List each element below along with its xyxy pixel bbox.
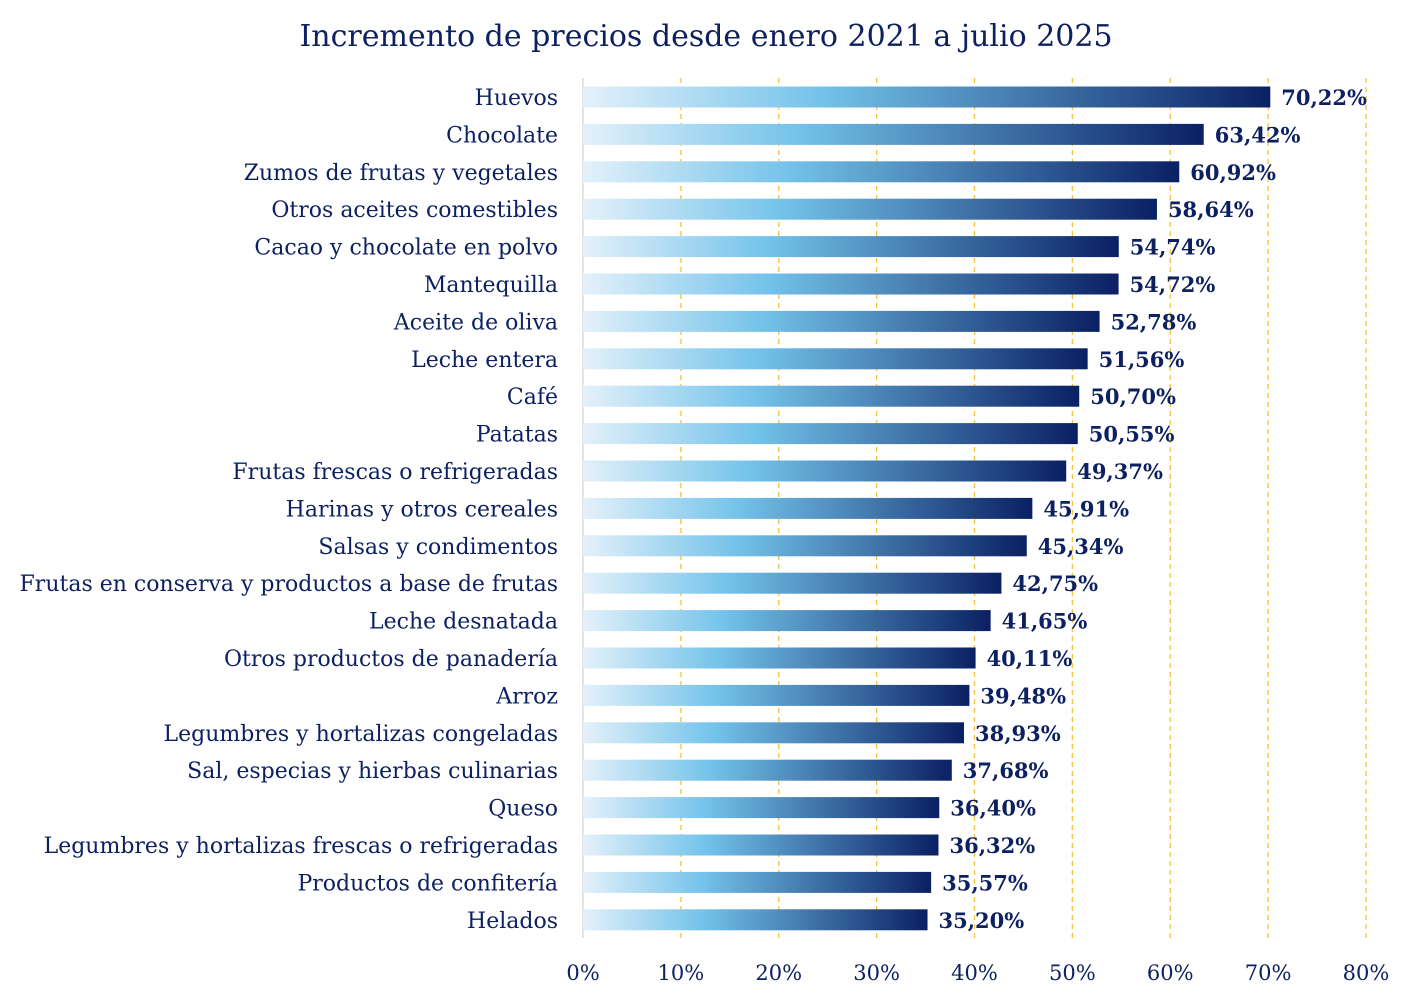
x-tick-label: 30% bbox=[853, 961, 900, 985]
data-label: 41,65% bbox=[1002, 609, 1088, 634]
category-label: Helados bbox=[467, 909, 558, 934]
data-label: 36,32% bbox=[949, 833, 1035, 858]
x-tick-label: 50% bbox=[1049, 961, 1096, 985]
bar bbox=[583, 871, 932, 893]
data-label: 54,72% bbox=[1130, 272, 1216, 297]
category-label: Sal, especias y hierbas culinarias bbox=[187, 759, 558, 784]
category-label: Otros productos de panadería bbox=[224, 647, 558, 672]
data-label: 63,42% bbox=[1215, 122, 1301, 147]
category-label: Harinas y otros cereales bbox=[286, 497, 558, 522]
category-label: Huevos bbox=[475, 86, 558, 111]
data-labels: 70,22% 63,42% 60,92% 58,64% 54,74% 54,72% 52,7… bbox=[939, 85, 1368, 933]
x-tick-label: 20% bbox=[755, 961, 802, 985]
bar bbox=[583, 909, 928, 931]
bar bbox=[583, 423, 1078, 445]
data-label: 54,74% bbox=[1130, 235, 1216, 260]
data-label: 58,64% bbox=[1168, 197, 1254, 222]
data-label: 45,34% bbox=[1038, 534, 1124, 559]
bar bbox=[583, 236, 1119, 258]
category-label: Legumbres y hortalizas frescas o refrige… bbox=[44, 834, 558, 859]
bar bbox=[583, 759, 952, 781]
bar bbox=[583, 161, 1180, 183]
data-label: 42,75% bbox=[1012, 571, 1098, 596]
bar bbox=[583, 722, 965, 744]
category-label: Zumos de frutas y vegetales bbox=[244, 161, 558, 186]
data-label: 35,20% bbox=[939, 908, 1025, 933]
category-label: Arroz bbox=[495, 684, 558, 709]
bar bbox=[583, 310, 1100, 332]
category-label: Legumbres y hortalizas congeladas bbox=[164, 722, 559, 747]
category-label: Leche entera bbox=[411, 348, 558, 373]
category-label: Leche desnatada bbox=[369, 610, 558, 635]
bar bbox=[583, 834, 939, 856]
x-tick-label: 70% bbox=[1245, 961, 1292, 985]
x-tick-label: 60% bbox=[1147, 961, 1194, 985]
category-label: Mantequilla bbox=[424, 273, 558, 298]
category-label: Frutas en conserva y productos a base de… bbox=[20, 572, 558, 597]
chart-title: Incremento de precios desde enero 2021 a… bbox=[299, 19, 1112, 54]
bar bbox=[583, 198, 1157, 220]
bars bbox=[583, 86, 1271, 931]
bar bbox=[583, 797, 940, 819]
x-tick-label: 10% bbox=[658, 961, 705, 985]
category-label: Queso bbox=[488, 797, 558, 822]
bar bbox=[583, 497, 1033, 519]
bar bbox=[583, 348, 1088, 370]
category-label: Patatas bbox=[476, 423, 558, 448]
x-tick-label: 80% bbox=[1343, 961, 1390, 985]
category-label: Otros aceites comestibles bbox=[271, 198, 558, 223]
data-label: 50,55% bbox=[1089, 422, 1175, 447]
data-label: 60,92% bbox=[1190, 160, 1276, 185]
bar bbox=[583, 535, 1027, 557]
x-tick-label: 0% bbox=[566, 961, 599, 985]
category-label: Café bbox=[507, 385, 558, 410]
data-label: 35,57% bbox=[942, 870, 1028, 895]
category-label: Chocolate bbox=[446, 123, 558, 148]
data-label: 38,93% bbox=[975, 721, 1061, 746]
bar bbox=[583, 460, 1067, 482]
category-label: Salsas y condimentos bbox=[318, 535, 558, 560]
bar bbox=[583, 385, 1080, 407]
bar bbox=[583, 123, 1204, 145]
bar bbox=[583, 610, 991, 632]
data-label: 52,78% bbox=[1111, 309, 1197, 334]
data-label: 45,91% bbox=[1043, 496, 1129, 521]
data-label: 39,48% bbox=[980, 683, 1066, 708]
bar bbox=[583, 572, 1002, 594]
category-labels: Huevos Chocolate Zumos de frutas y vegetal… bbox=[20, 86, 558, 934]
data-label: 40,11% bbox=[987, 646, 1073, 671]
data-label: 50,70% bbox=[1090, 384, 1176, 409]
data-label: 51,56% bbox=[1099, 347, 1185, 372]
data-label: 37,68% bbox=[963, 758, 1049, 783]
data-label: 70,22% bbox=[1281, 85, 1367, 110]
data-label: 36,40% bbox=[950, 796, 1036, 821]
category-label: Productos de confitería bbox=[297, 871, 558, 896]
bar bbox=[583, 647, 976, 669]
category-label: Aceite de oliva bbox=[393, 310, 558, 335]
category-label: Cacao y chocolate en polvo bbox=[254, 236, 558, 261]
data-label: 49,37% bbox=[1077, 459, 1163, 484]
category-label: Frutas frescas o refrigeradas bbox=[232, 460, 558, 485]
x-tick-label: 40% bbox=[951, 961, 998, 985]
x-axis-tick-labels: 0% 10% 20% 30% 40% 50% 60% 70% 80% bbox=[566, 961, 1389, 985]
bar bbox=[583, 684, 970, 706]
bar bbox=[583, 86, 1271, 108]
bar bbox=[583, 273, 1119, 295]
